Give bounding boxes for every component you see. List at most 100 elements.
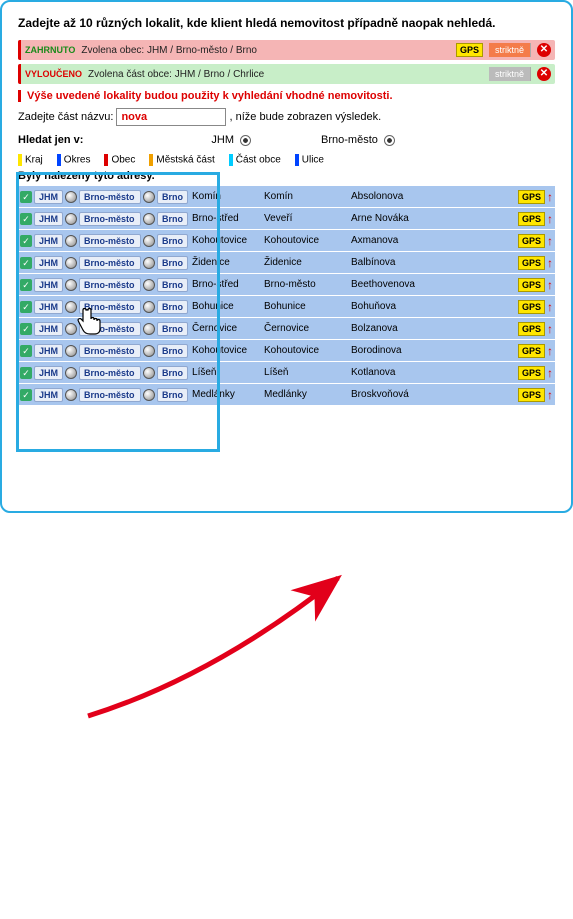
globe-icon[interactable] — [143, 345, 155, 357]
radio-icon[interactable] — [384, 135, 395, 146]
brno-button[interactable]: Brno — [157, 234, 188, 248]
check-icon[interactable]: ✓ — [20, 279, 32, 291]
brno-button[interactable]: Brno — [157, 256, 188, 270]
bm-button[interactable]: Brno-město — [79, 278, 141, 292]
search-line: Zadejte část názvu: , níže bude zobrazen… — [18, 108, 555, 126]
cell-street: Bolzanova — [349, 323, 516, 334]
cell-district: Židenice — [190, 257, 260, 268]
check-icon[interactable]: ✓ — [20, 213, 32, 225]
bm-button[interactable]: Brno-město — [79, 234, 141, 248]
cell-street: Bohuňova — [349, 301, 516, 312]
gps-badge[interactable]: GPS — [518, 256, 545, 270]
globe-icon[interactable] — [65, 235, 77, 247]
check-icon[interactable]: ✓ — [20, 367, 32, 379]
up-arrow-icon[interactable]: ↑ — [547, 278, 553, 292]
globe-icon[interactable] — [143, 235, 155, 247]
up-arrow-icon[interactable]: ↑ — [547, 388, 553, 402]
results-table: ✓JHMBrno-městoBrnoKomínKomínAbsolonovaGP… — [18, 186, 555, 406]
bm-button[interactable]: Brno-město — [79, 190, 141, 204]
jhm-button[interactable]: JHM — [34, 344, 63, 358]
check-icon[interactable]: ✓ — [20, 345, 32, 357]
jhm-button[interactable]: JHM — [34, 300, 63, 314]
gps-badge[interactable]: GPS — [518, 212, 545, 226]
bm-button[interactable]: Brno-město — [79, 322, 141, 336]
bm-button[interactable]: Brno-město — [79, 256, 141, 270]
gps-badge[interactable]: GPS — [518, 322, 545, 336]
brno-button[interactable]: Brno — [157, 366, 188, 380]
brno-button[interactable]: Brno — [157, 212, 188, 226]
globe-icon[interactable] — [65, 323, 77, 335]
striktne-button[interactable]: striktně — [489, 43, 531, 57]
jhm-button[interactable]: JHM — [34, 212, 63, 226]
up-arrow-icon[interactable]: ↑ — [547, 300, 553, 314]
jhm-button[interactable]: JHM — [34, 366, 63, 380]
globe-icon[interactable] — [65, 257, 77, 269]
striktne-button[interactable]: striktně — [489, 67, 531, 81]
jhm-button[interactable]: JHM — [34, 234, 63, 248]
up-arrow-icon[interactable]: ↑ — [547, 366, 553, 380]
globe-icon[interactable] — [65, 389, 77, 401]
check-icon[interactable]: ✓ — [20, 389, 32, 401]
up-arrow-icon[interactable]: ↑ — [547, 322, 553, 336]
table-row: ✓JHMBrno-městoBrnoŽideniceŽideniceBalbín… — [18, 252, 555, 274]
gps-badge[interactable]: GPS — [518, 388, 545, 402]
jhm-button[interactable]: JHM — [34, 322, 63, 336]
bm-button[interactable]: Brno-město — [79, 344, 141, 358]
radio-icon[interactable] — [240, 135, 251, 146]
check-icon[interactable]: ✓ — [20, 257, 32, 269]
globe-icon[interactable] — [143, 257, 155, 269]
brno-button[interactable]: Brno — [157, 344, 188, 358]
globe-icon[interactable] — [65, 191, 77, 203]
up-arrow-icon[interactable]: ↑ — [547, 234, 553, 248]
globe-icon[interactable] — [143, 389, 155, 401]
cell-district: Brno-střed — [190, 213, 260, 224]
cell-district: Líšeň — [190, 367, 260, 378]
brno-button[interactable]: Brno — [157, 278, 188, 292]
gps-badge[interactable]: GPS — [518, 234, 545, 248]
globe-icon[interactable] — [65, 279, 77, 291]
bm-button[interactable]: Brno-město — [79, 388, 141, 402]
globe-icon[interactable] — [143, 191, 155, 203]
gps-badge[interactable]: GPS — [518, 190, 545, 204]
included-text: Zvolena obec: JHM / Brno-město / Brno — [81, 45, 450, 56]
cell-partobce: Brno-město — [262, 279, 347, 290]
jhm-button[interactable]: JHM — [34, 190, 63, 204]
gps-badge[interactable]: GPS — [518, 300, 545, 314]
globe-icon[interactable] — [65, 367, 77, 379]
gps-badge[interactable]: GPS — [518, 366, 545, 380]
globe-icon[interactable] — [143, 213, 155, 225]
globe-icon[interactable] — [143, 301, 155, 313]
globe-icon[interactable] — [143, 323, 155, 335]
brno-button[interactable]: Brno — [157, 388, 188, 402]
check-icon[interactable]: ✓ — [20, 235, 32, 247]
check-icon[interactable]: ✓ — [20, 191, 32, 203]
bm-button[interactable]: Brno-město — [79, 212, 141, 226]
globe-icon[interactable] — [143, 279, 155, 291]
jhm-button[interactable]: JHM — [34, 256, 63, 270]
check-icon[interactable]: ✓ — [20, 323, 32, 335]
brno-button[interactable]: Brno — [157, 300, 188, 314]
brno-button[interactable]: Brno — [157, 190, 188, 204]
globe-icon[interactable] — [143, 367, 155, 379]
delete-icon[interactable]: ✕ — [537, 43, 551, 57]
gps-badge[interactable]: GPS — [518, 278, 545, 292]
legend-okres: Okres — [57, 154, 91, 166]
globe-icon[interactable] — [65, 345, 77, 357]
delete-icon[interactable]: ✕ — [537, 67, 551, 81]
up-arrow-icon[interactable]: ↑ — [547, 212, 553, 226]
gps-badge[interactable]: GPS — [518, 344, 545, 358]
bm-button[interactable]: Brno-město — [79, 300, 141, 314]
brno-button[interactable]: Brno — [157, 322, 188, 336]
check-icon[interactable]: ✓ — [20, 301, 32, 313]
globe-icon[interactable] — [65, 301, 77, 313]
up-arrow-icon[interactable]: ↑ — [547, 256, 553, 270]
up-arrow-icon[interactable]: ↑ — [547, 190, 553, 204]
up-arrow-icon[interactable]: ↑ — [547, 344, 553, 358]
search-input[interactable] — [116, 108, 226, 126]
table-row: ✓JHMBrno-městoBrnoMedlánkyMedlánkyBroskv… — [18, 384, 555, 406]
bm-button[interactable]: Brno-město — [79, 366, 141, 380]
globe-icon[interactable] — [65, 213, 77, 225]
jhm-button[interactable]: JHM — [34, 388, 63, 402]
gps-badge[interactable]: GPS — [456, 43, 483, 57]
jhm-button[interactable]: JHM — [34, 278, 63, 292]
